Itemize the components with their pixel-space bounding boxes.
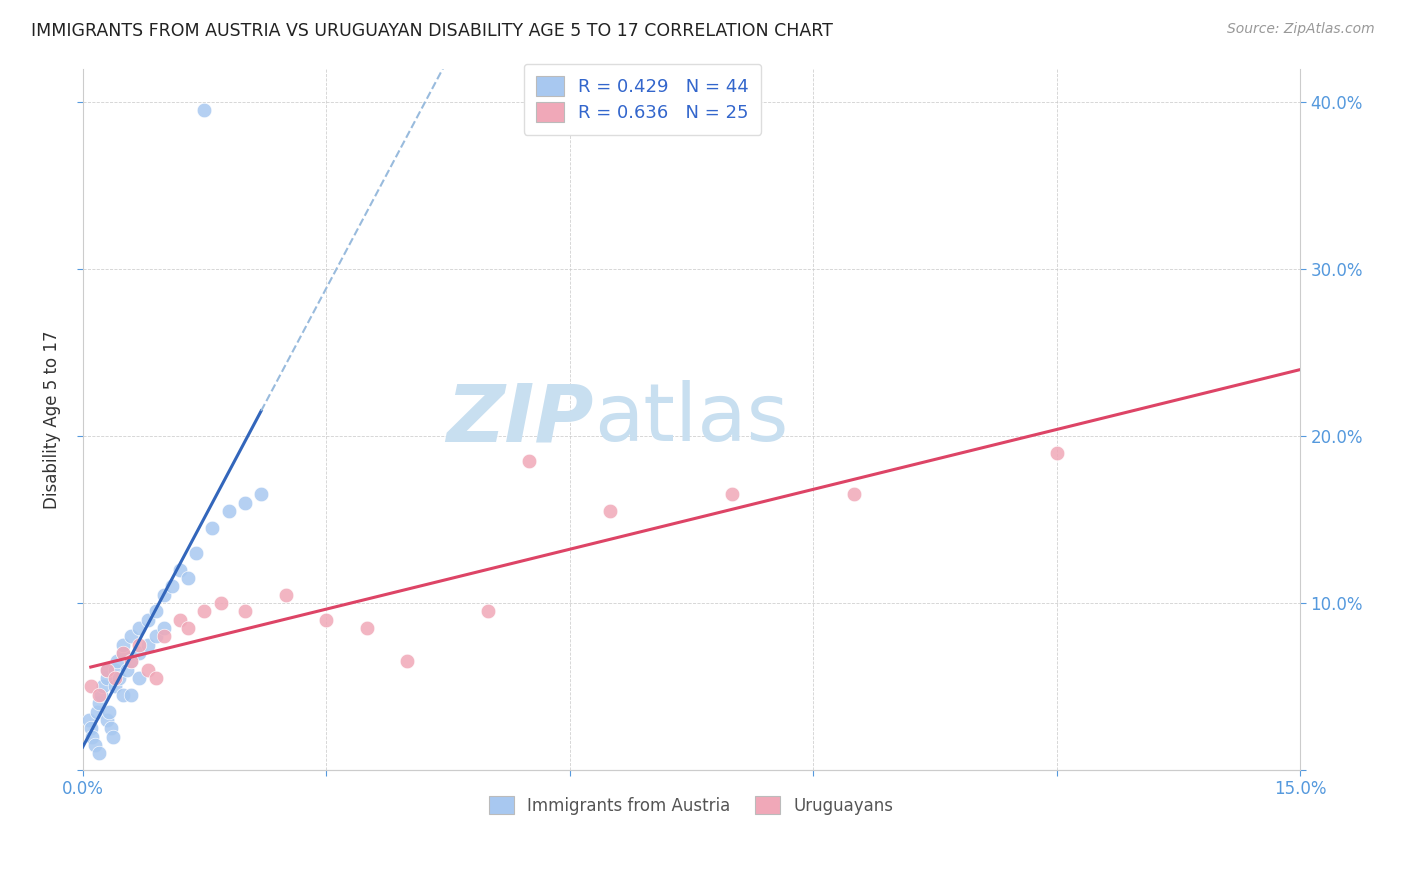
Point (112, 638, 135, 652)
Point (186, 546, 208, 560)
Legend: Immigrants from Austria, Uruguayans: Immigrants from Austria, Uruguayans (479, 786, 904, 825)
Point (120, 629, 142, 643)
Point (108, 671, 131, 685)
Point (128, 621, 150, 635)
Point (193, 604, 215, 618)
Point (136, 663, 159, 677)
Point (169, 613, 191, 627)
Point (128, 671, 150, 685)
Text: ZIP: ZIP (447, 380, 593, 458)
Point (396, 655, 419, 669)
Point (117, 663, 139, 677)
Point (136, 638, 159, 652)
Point (96, 663, 118, 677)
Point (233, 604, 256, 618)
Text: atlas: atlas (593, 380, 789, 458)
Point (160, 579, 183, 593)
Point (177, 571, 200, 585)
Text: IMMIGRANTS FROM AUSTRIA VS URUGUAYAN DISABILITY AGE 5 TO 17 CORRELATION CHART: IMMIGRANTS FROM AUSTRIA VS URUGUAYAN DIS… (31, 22, 832, 40)
Point (120, 655, 142, 669)
Point (274, 588, 297, 602)
Point (96, 663, 118, 677)
Point (104, 663, 127, 677)
Point (128, 646, 150, 660)
Point (145, 604, 167, 618)
Point (315, 613, 337, 627)
Point (153, 621, 176, 635)
Point (96, 713, 118, 727)
Point (100, 721, 122, 735)
Point (87, 688, 110, 702)
Point (201, 521, 224, 535)
Point (96, 671, 118, 685)
Point (177, 621, 200, 635)
Point (91, 680, 114, 694)
Point (120, 688, 142, 702)
Point (87, 696, 110, 710)
Point (77, 713, 100, 727)
Point (112, 646, 135, 660)
Point (103, 730, 125, 744)
Point (250, 487, 273, 501)
Point (82, 730, 104, 744)
Point (97, 705, 120, 719)
Point (89, 688, 111, 702)
Point (721, 487, 744, 501)
Point (136, 613, 159, 627)
Point (193, 103, 215, 118)
Point (233, 496, 256, 510)
Point (153, 629, 176, 643)
Point (80, 721, 103, 735)
Point (477, 604, 499, 618)
Point (120, 655, 142, 669)
Point (83, 738, 105, 752)
Point (356, 621, 378, 635)
Point (169, 563, 191, 577)
Point (842, 487, 865, 501)
Point (87, 747, 110, 761)
Point (104, 671, 127, 685)
Point (80, 680, 103, 694)
Point (1045, 445, 1067, 459)
Point (153, 588, 176, 602)
Point (209, 596, 232, 610)
Point (105, 655, 128, 669)
Point (112, 646, 135, 660)
Point (218, 504, 240, 518)
Point (599, 504, 621, 518)
Text: Source: ZipAtlas.com: Source: ZipAtlas.com (1227, 22, 1375, 37)
Point (104, 680, 127, 694)
Point (112, 688, 135, 702)
Y-axis label: Disability Age 5 to 17: Disability Age 5 to 17 (44, 330, 60, 508)
Point (145, 629, 167, 643)
Point (145, 671, 167, 685)
Point (517, 454, 540, 468)
Point (86, 705, 108, 719)
Point (128, 638, 150, 652)
